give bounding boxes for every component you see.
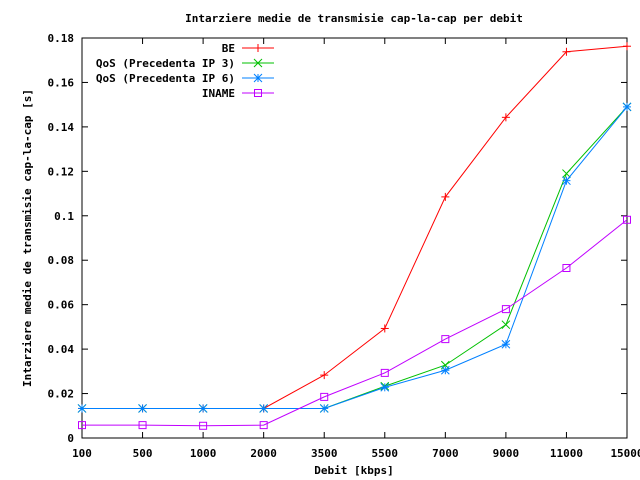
series-2-point [380, 382, 390, 392]
series-1-point [562, 169, 571, 178]
y-tick-label: 0.18 [48, 32, 75, 45]
legend-marker [253, 58, 263, 68]
legend-label: INAME [202, 87, 235, 100]
x-tick-label: 100 [72, 447, 92, 460]
x-tick-label: 9000 [493, 447, 520, 460]
series-3-point [78, 421, 86, 430]
series-0-point [562, 47, 571, 56]
y-tick-label: 0.1 [54, 210, 74, 223]
series-2-point [198, 404, 208, 413]
series-2-point [622, 102, 632, 112]
y-tick-label: 0.08 [48, 254, 75, 267]
y-tick-label: 0.04 [48, 343, 75, 356]
y-tick-label: 0 [67, 432, 74, 445]
series-3-point [199, 421, 208, 430]
x-tick-label: 500 [133, 447, 153, 460]
series-2-point [562, 176, 571, 186]
x-axis-label: Debit [kbps] [314, 464, 393, 477]
series-line-3 [82, 219, 628, 427]
x-tick-label: 15000 [610, 447, 640, 460]
series-3-point [138, 421, 147, 430]
series-0-point [441, 192, 450, 201]
series-2-point [138, 404, 147, 413]
legend-marker [254, 44, 262, 52]
legend: BE QoS (Precedenta IP 3) QoS (Precedenta I… [96, 42, 274, 100]
series-0-point [501, 113, 510, 122]
series-line-2 [82, 106, 628, 409]
legend-label: QoS (Precedenta IP 3) [96, 57, 235, 70]
series-3-point [320, 392, 329, 401]
series-3-point [623, 215, 631, 224]
series-0-point [380, 324, 389, 333]
series-2-point [259, 404, 269, 413]
legend-marker [254, 89, 262, 97]
series-2-point [440, 365, 450, 375]
y-tick-label: 0.16 [48, 76, 75, 89]
series-0-point [623, 42, 631, 51]
plot-frame [81, 37, 628, 439]
series-3-point [501, 305, 510, 314]
series-3-point [259, 421, 268, 430]
series-3-point [441, 335, 450, 344]
y-axis-label: Intarziere medie de transmisie cap-la-ca… [21, 89, 34, 387]
series-2-point [501, 339, 511, 349]
series-line-1 [82, 106, 628, 409]
x-tick-label: 1000 [190, 447, 217, 460]
x-tick-label: 2000 [250, 447, 277, 460]
x-tick-label: 7000 [432, 447, 459, 460]
legend-label: BE [222, 42, 235, 55]
y-tick-label: 0.02 [48, 388, 75, 401]
x-tick-label: 5500 [372, 447, 399, 460]
y-tick-label: 0.06 [48, 299, 75, 312]
series-3-point [562, 264, 571, 272]
series-2-point [319, 404, 329, 413]
x-tick-label: 11000 [550, 447, 583, 460]
y-tick-label: 0.14 [48, 121, 75, 134]
chart-title: Intarziere medie de transmisie cap-la-ca… [185, 12, 523, 25]
legend-label: QoS (Precedenta IP 6) [96, 72, 235, 85]
series-3-point [380, 368, 389, 377]
series-2-point [77, 404, 87, 413]
series-1-point [501, 320, 511, 330]
series-0-point [320, 371, 329, 380]
y-tick-label: 0.12 [48, 165, 75, 178]
series-layer [77, 42, 632, 430]
legend-marker [253, 73, 263, 83]
axis-ticks: 0 0.02 0.04 0.06 0.08 0.1 0.12 0.14 0.16 0.18 100 5… [48, 32, 640, 460]
x-tick-label: 3500 [311, 447, 338, 460]
